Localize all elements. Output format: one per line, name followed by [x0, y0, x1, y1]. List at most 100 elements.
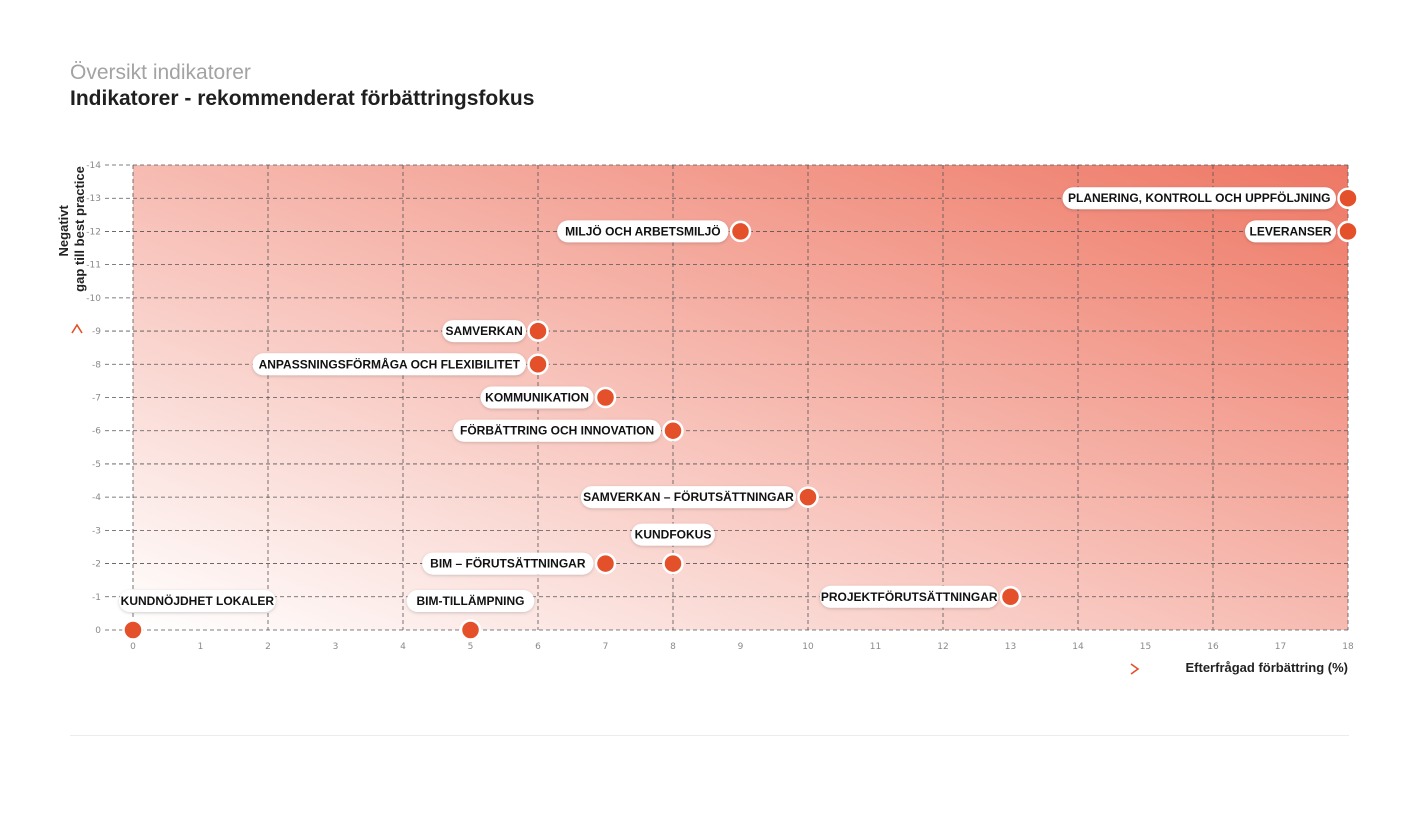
y-tick-label: -13 — [86, 194, 101, 204]
point-label-background — [119, 590, 276, 612]
point-label-background — [480, 386, 594, 409]
x-axis-arrowhead — [1130, 663, 1140, 675]
point-label-background — [1062, 187, 1336, 210]
data-point-marker[interactable] — [1337, 187, 1359, 209]
point-label: SAMVERKAN — [445, 324, 522, 338]
data-point-marker[interactable] — [122, 619, 144, 641]
data-point-group: KUNDNÖJDHET LOKALER — [119, 590, 276, 641]
data-point-marker[interactable] — [662, 552, 684, 575]
point-label: PLANERING, KONTROLL OCH UPPFÖLJNING — [1068, 190, 1330, 205]
x-tick-label: 4 — [400, 642, 406, 652]
point-label: KOMMUNIKATION — [485, 391, 589, 405]
point-label-background — [580, 486, 796, 509]
data-point-marker[interactable] — [999, 586, 1022, 608]
y-tick-label: -10 — [86, 294, 101, 304]
point-label: KUNDFOKUS — [635, 528, 712, 542]
point-label-background — [406, 590, 535, 612]
x-tick-label: 6 — [535, 642, 541, 652]
y-tick-label: -9 — [92, 327, 101, 337]
point-label-background — [453, 419, 661, 442]
data-point-marker[interactable] — [729, 220, 752, 243]
y-tick-label: -14 — [86, 161, 101, 171]
data-point-group: LEVERANSER — [1245, 220, 1359, 243]
scatter-chart: 0 1 2 3 4 5 6 7 8 9 10 11 12 13 14 15 16 17 180-1-2-3-4-5-… — [56, 161, 1359, 675]
point-label-background — [557, 220, 729, 243]
point-label-background — [631, 523, 715, 546]
x-tick-label: 15 — [1140, 642, 1151, 652]
data-point-group: FÖRBÄTTRING OCH INNOVATION — [453, 419, 684, 442]
y-tick-label: -1 — [92, 593, 101, 603]
point-label: BIM-TILLÄMPNING — [417, 593, 525, 608]
point-label-background — [1245, 220, 1336, 243]
point-label: ANPASSNINGSFÖRMÅGA OCH FLEXIBILITET — [259, 356, 521, 371]
point-label-background — [442, 320, 526, 343]
data-points: PLANERING, KONTROLL OCH UPPFÖLJNING LEVER… — [119, 187, 1359, 641]
y-tick-label: -11 — [86, 261, 101, 271]
header: Översikt indikatorer Indikatorer - rekom… — [70, 60, 534, 112]
x-tick-label: 10 — [802, 642, 814, 652]
x-tick-label: 11 — [870, 642, 881, 652]
data-point-marker[interactable] — [527, 320, 549, 342]
page-title: Indikatorer - rekommenderat förbättrings… — [70, 87, 535, 110]
y-tick-label: -7 — [92, 394, 101, 404]
x-tick-label: 2 — [265, 642, 271, 652]
point-label-background — [252, 353, 526, 376]
point-label: MILJÖ OCH ARBETSMILJÖ — [565, 223, 721, 238]
data-point-marker[interactable] — [1337, 220, 1359, 243]
x-tick-label: 9 — [738, 642, 744, 652]
x-tick-label: 14 — [1072, 642, 1084, 652]
data-point-group: MILJÖ OCH ARBETSMILJÖ — [557, 220, 752, 243]
y-tick-label: -2 — [92, 560, 101, 570]
data-point-group: SAMVERKAN — [442, 320, 549, 343]
data-point-group: KUNDFOKUS — [631, 523, 715, 575]
point-label: LEVERANSER — [1249, 224, 1331, 238]
footer-divider — [70, 735, 1349, 736]
y-axis-title-line-2: gap till best practice — [72, 166, 87, 292]
data-point-group: PROJEKTFÖRUTSÄTTNINGAR — [819, 585, 1022, 608]
x-tick-label: 0 — [130, 642, 136, 652]
x-tick-label: 3 — [333, 642, 339, 652]
x-tick-label: 18 — [1342, 642, 1354, 652]
data-point-group: BIM-TILLÄMPNING — [406, 590, 535, 641]
y-axis-title: Negativt gap till best practice — [56, 166, 87, 292]
x-tick-label: 13 — [1005, 642, 1016, 652]
y-axis-arrowhead — [71, 323, 83, 334]
data-point-marker[interactable] — [797, 486, 819, 508]
data-point-marker[interactable] — [527, 353, 549, 376]
point-label: BIM – FÖRUTSÄTTNINGAR — [430, 556, 586, 571]
point-label: SAMVERKAN – FÖRUTSÄTTNINGAR — [583, 489, 794, 504]
data-point-group: BIM – FÖRUTSÄTTNINGAR — [422, 552, 617, 575]
y-tick-label: -3 — [92, 526, 101, 536]
data-point-group: KOMMUNIKATION — [480, 386, 617, 409]
tick-labels: 0 1 2 3 4 5 6 7 8 9 10 11 12 13 14 15 16 17 180-1-2-3-4-5-… — [86, 161, 1354, 652]
y-tick-label: -6 — [92, 427, 101, 437]
x-tick-label: 16 — [1207, 642, 1219, 652]
point-label-background — [422, 552, 594, 575]
y-tick-label: -5 — [92, 460, 101, 470]
point-label: FÖRBÄTTRING OCH INNOVATION — [460, 423, 654, 438]
data-point-marker[interactable] — [594, 552, 617, 575]
x-axis-title: Efterfrågad förbättring (%) — [1186, 660, 1349, 675]
data-point-group: ANPASSNINGSFÖRMÅGA OCH FLEXIBILITET — [252, 353, 549, 376]
point-label: KUNDNÖJDHET LOKALER — [121, 593, 275, 608]
data-point-marker[interactable] — [459, 619, 482, 641]
x-tick-label: 17 — [1275, 642, 1286, 652]
x-tick-label: 12 — [937, 642, 948, 652]
point-label-background — [819, 585, 999, 608]
x-tick-label: 1 — [198, 642, 204, 652]
x-tick-label: 7 — [603, 642, 609, 652]
data-point-marker[interactable] — [662, 419, 684, 442]
page-subtitle: Översikt indikatorer — [70, 61, 251, 84]
y-tick-label: -12 — [86, 227, 101, 237]
axes: Efterfrågad förbättring (%) Negativt gap… — [56, 166, 1348, 675]
point-label: PROJEKTFÖRUTSÄTTNINGAR — [821, 589, 998, 604]
data-point-marker[interactable] — [594, 386, 617, 409]
plot-background — [133, 165, 1348, 630]
y-tick-label: 0 — [95, 626, 101, 636]
y-axis-title-line-1: Negativt — [56, 205, 71, 257]
data-point-group: PLANERING, KONTROLL OCH UPPFÖLJNING — [1062, 187, 1359, 210]
y-tick-label: -8 — [92, 360, 101, 370]
x-tick-label: 8 — [670, 642, 676, 652]
data-point-group: SAMVERKAN – FÖRUTSÄTTNINGAR — [580, 486, 819, 509]
x-tick-label: 5 — [468, 642, 474, 652]
